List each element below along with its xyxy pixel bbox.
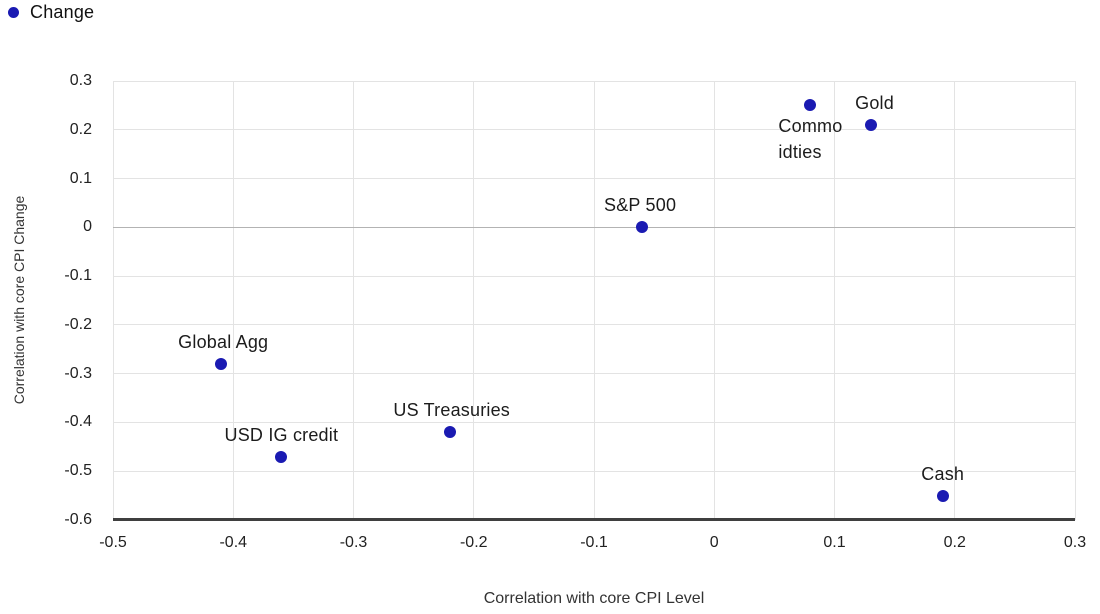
x-tick-label: -0.2 [459, 534, 488, 551]
vertical-gridline [473, 81, 475, 520]
horizontal-gridline [113, 470, 1075, 472]
point-label-usd-ig-credit: USD IG credit [224, 424, 339, 445]
point-label-s-p-500: S&P 500 [604, 195, 677, 216]
zero-gridline [113, 226, 1075, 228]
point-label-gold: Gold [855, 92, 894, 113]
y-tick-label: 0.2 [69, 120, 92, 138]
vertical-gridline [713, 81, 715, 520]
point-label-us-treasuries: US Treasuries [393, 400, 511, 421]
vertical-gridline [1074, 81, 1076, 520]
vertical-gridline [112, 81, 114, 520]
data-point-usd-ig-credit[interactable] [275, 450, 288, 463]
x-axis-title: Correlation with core CPI Level [483, 590, 705, 607]
x-tick-label: 0.3 [1063, 534, 1087, 551]
x-tick-label: -0.5 [99, 534, 127, 551]
y-tick-label: 0.3 [69, 72, 92, 89]
y-tick-label: 0.1 [69, 169, 92, 187]
y-tick-label: -0.3 [64, 364, 92, 382]
point-label-global-agg: Global Agg [178, 331, 269, 352]
x-axis-tick-labels: -0.5 -0.4 -0.3 -0.2 -0.1 0 0.1 0.2 0.3 [99, 533, 1086, 555]
vertical-gridline [353, 81, 354, 520]
y-axis-tick-labels: 0.3 0.2 0.1 0 -0.1 -0.2 -0.3 -0.4 -0.5 -0.6 [0, 0, 100, 614]
y-tick-label: -0.4 [64, 413, 92, 431]
legend[interactable]: Change [8, 2, 94, 23]
y-tick-label: -0.1 [64, 267, 92, 285]
data-point-us-treasuries[interactable] [443, 426, 456, 439]
legend-marker-icon [8, 7, 19, 18]
data-point-commodities[interactable] [804, 99, 817, 112]
vertical-gridline [954, 81, 956, 520]
horizontal-gridline [113, 275, 1075, 277]
x-tick-label: -0.1 [580, 534, 608, 551]
legend-label: Change [30, 2, 95, 22]
data-point-gold[interactable] [864, 118, 877, 131]
x-axis-line [113, 518, 1075, 521]
x-tick-label: 0.1 [823, 534, 846, 551]
point-label-commodities: Commo idties [778, 116, 843, 163]
y-tick-label: 0 [83, 218, 92, 236]
data-point-cash[interactable] [936, 489, 949, 502]
y-tick-label: -0.5 [64, 462, 92, 480]
y-tick-label: -0.6 [64, 511, 92, 528]
horizontal-gridline [113, 373, 1075, 375]
x-tick-label: -0.4 [219, 534, 248, 551]
vertical-gridline [593, 81, 595, 520]
x-tick-label: 0 [709, 534, 719, 551]
data-point-s-p-500[interactable] [636, 221, 649, 234]
horizontal-gridline [113, 178, 1075, 180]
vertical-gridline [834, 81, 835, 520]
plot-area: Global Agg USD IG credit US Treasuries S&P … [112, 80, 1076, 521]
horizontal-gridline [113, 129, 1075, 131]
data-point-global-agg[interactable] [215, 357, 228, 370]
horizontal-gridline [113, 421, 1075, 423]
horizontal-gridline [113, 80, 1075, 82]
horizontal-gridline [113, 324, 1075, 326]
y-tick-label: -0.2 [64, 315, 92, 333]
x-tick-label: -0.3 [339, 534, 368, 551]
vertical-gridline [232, 81, 234, 520]
x-tick-label: 0.2 [943, 534, 966, 551]
point-label-cash: Cash [921, 463, 965, 484]
